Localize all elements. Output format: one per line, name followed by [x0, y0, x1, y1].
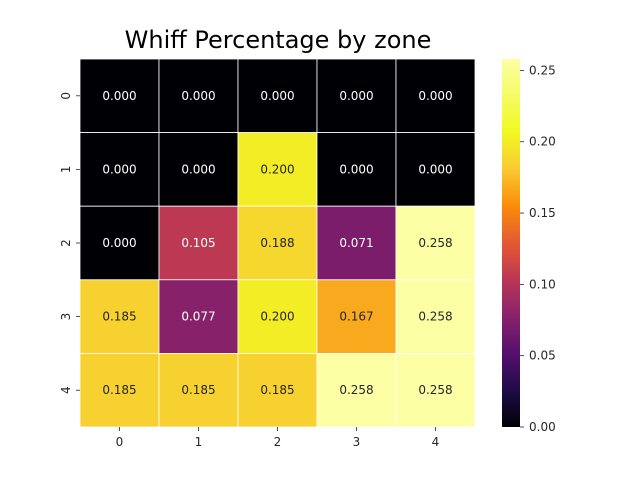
cell-label-2-0: 0.000	[102, 236, 136, 250]
x-tick-label-1: 1	[195, 435, 203, 449]
x-tick-label-0: 0	[116, 435, 124, 449]
colorbar-tick-label-0: 0.00	[529, 420, 556, 434]
cell-label-4-4: 0.258	[418, 383, 452, 397]
cell-label-1-3: 0.000	[339, 162, 373, 176]
heatmap-cell-3-4	[395, 279, 476, 354]
cell-label-1-0: 0.000	[102, 162, 136, 176]
cell-label-3-3: 0.167	[339, 310, 373, 324]
cell-label-3-4: 0.258	[418, 310, 452, 324]
cell-label-4-3: 0.258	[339, 383, 373, 397]
cell-label-0-2: 0.000	[260, 89, 294, 103]
cell-label-0-3: 0.000	[339, 89, 373, 103]
heatmap-cell-3-1	[158, 279, 239, 354]
cell-label-2-2: 0.188	[260, 236, 294, 250]
x-tick-label-3: 3	[353, 435, 361, 449]
colorbar-tick-label-2: 0.10	[529, 277, 556, 291]
cell-label-1-4: 0.000	[418, 162, 452, 176]
x-axis: 0 1 2 3 4	[116, 427, 440, 449]
heatmap-cell-1-4	[395, 132, 476, 207]
cell-label-4-1: 0.185	[181, 383, 215, 397]
y-tick-label-2: 2	[59, 239, 73, 247]
heatmap-cell-1-0	[79, 132, 160, 207]
heatmap-cell-0-1	[158, 58, 239, 133]
cell-label-2-4: 0.258	[418, 236, 452, 250]
y-tick-label-1: 1	[59, 166, 73, 174]
colorbar-gradient	[502, 59, 520, 427]
cell-label-0-1: 0.000	[181, 89, 215, 103]
y-tick-label-4: 4	[59, 386, 73, 394]
heatmap-cell-0-2	[237, 58, 318, 133]
heatmap-cell-1-2	[237, 132, 318, 207]
cell-label-4-0: 0.185	[102, 383, 136, 397]
cell-label-3-0: 0.185	[102, 310, 136, 324]
heatmap-cell-2-4	[395, 205, 476, 281]
heatmap-cell-0-0	[79, 58, 160, 133]
x-tick-label-2: 2	[274, 435, 282, 449]
cell-label-0-0: 0.000	[102, 89, 136, 103]
y-tick-label-0: 0	[59, 92, 73, 100]
heatmap-cell-2-2	[237, 205, 318, 281]
heatmap-cell-2-1	[158, 205, 239, 281]
colorbar-tick-label-3: 0.15	[529, 206, 556, 220]
cell-label-3-2: 0.200	[260, 310, 294, 324]
cell-label-0-4: 0.000	[418, 89, 452, 103]
heatmap-cell-4-0	[79, 352, 160, 428]
heatmap-cell-3-2	[237, 279, 318, 354]
heatmap-cell-0-3	[316, 58, 397, 133]
cell-label-2-3: 0.071	[339, 236, 373, 250]
colorbar-tick-label-1: 0.05	[529, 349, 556, 363]
cell-label-3-1: 0.077	[181, 310, 215, 324]
y-tick-label-3: 3	[59, 313, 73, 321]
y-axis: 0 1 2 3 4	[59, 92, 80, 394]
heatmap-cells: 0.000 0.000 0.000 0.000 0.000 0.000 0.000 0.200…	[79, 58, 476, 428]
heatmap-cell-4-2	[237, 352, 318, 428]
heatmap-cell-4-1	[158, 352, 239, 428]
cell-label-1-2: 0.200	[260, 162, 294, 176]
heatmap-cell-4-4	[395, 352, 476, 428]
heatmap-cell-0-4	[395, 58, 476, 133]
heatmap-cell-3-3	[316, 279, 397, 354]
x-tick-label-4: 4	[432, 435, 440, 449]
colorbar-tick-label-5: 0.25	[529, 63, 556, 77]
chart-title: Whiff Percentage by zone	[125, 26, 432, 54]
cell-label-4-2: 0.185	[260, 383, 294, 397]
colorbar-tick-label-4: 0.20	[529, 135, 556, 149]
cell-label-1-1: 0.000	[181, 162, 215, 176]
heatmap-cell-2-3	[316, 205, 397, 281]
colorbar: 0.00 0.05 0.10 0.15 0.20 0.25	[502, 59, 556, 434]
cell-label-2-1: 0.105	[181, 236, 215, 250]
